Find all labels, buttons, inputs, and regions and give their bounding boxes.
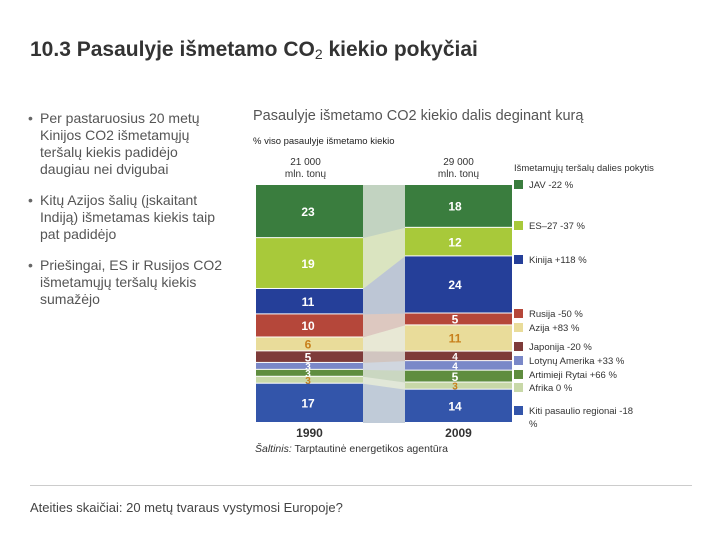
bar-segment: [405, 351, 512, 361]
connector-band: [363, 369, 405, 383]
bar-segment: [256, 362, 363, 369]
data-label: 23: [301, 205, 315, 219]
x-tick-label: 1990: [296, 426, 323, 440]
data-label: 5: [452, 370, 459, 384]
bar-segment: [256, 383, 363, 422]
data-label: 24: [448, 278, 462, 292]
connector-band: [363, 361, 405, 371]
bar-segment: [405, 227, 512, 256]
bullet-2: Kitų Azijos šalių (įskaitant Indiją) išm…: [28, 192, 230, 243]
legend-swatch: [514, 383, 523, 392]
data-label: 4: [452, 361, 458, 372]
bar-segment: [405, 325, 512, 351]
connector-band: [363, 376, 405, 390]
data-label: 3: [452, 382, 458, 393]
bar-segment: [256, 351, 363, 362]
legend-label: %: [529, 419, 538, 430]
slide-title: 10.3 Pasaulyje išmetamo CO2 kiekio pokyč…: [30, 38, 478, 62]
legend-swatch: [514, 370, 523, 379]
legend-swatch: [514, 180, 523, 189]
chart-subtitle: % viso pasaulyje išmetamo kiekio: [253, 136, 395, 147]
legend-label: Rusija -50 %: [529, 309, 583, 320]
connector-band: [363, 351, 405, 363]
legend-label: Japonija -20 %: [529, 342, 592, 353]
data-label: 12: [448, 235, 462, 249]
bar-segment: [256, 185, 363, 238]
legend-label: Azija +83 %: [529, 323, 580, 334]
data-label: 5: [452, 313, 459, 327]
bar-segment: [405, 382, 512, 389]
bar-segment: [405, 389, 512, 422]
bullet-3: Priešingai, ES ir Rusijos CO2 išmetamųjų…: [28, 257, 230, 308]
legend-label: Lotynų Amerika +33 %: [529, 356, 625, 367]
legend-swatch: [514, 221, 523, 230]
data-label: 5: [305, 350, 312, 364]
chart-source: Šaltinis: Tarptautinė energetikos agentū…: [255, 443, 449, 455]
legend-label: Kinija +118 %: [529, 255, 587, 266]
legend-swatch: [514, 323, 523, 332]
x-tick-label: 2009: [445, 426, 472, 440]
bullet-list: Per pastaruosius 20 metų Kinijos CO2 išm…: [28, 110, 230, 322]
data-label: 3: [305, 369, 311, 380]
bar-segment: [405, 361, 512, 370]
bar-segment: [405, 256, 512, 313]
legend-swatch: [514, 406, 523, 415]
bar-segment: [256, 369, 363, 376]
data-label: 3: [305, 376, 311, 387]
data-label: 19: [301, 257, 315, 271]
bullet-1: Per pastaruosius 20 metų Kinijos CO2 išm…: [28, 110, 230, 178]
bar-total-label: mln. tonų: [285, 169, 327, 180]
bar-segment: [256, 238, 363, 288]
data-label: 11: [449, 332, 462, 346]
connector-band: [363, 325, 405, 352]
connector-background: [363, 185, 405, 423]
legend-swatch: [514, 342, 523, 351]
legend-label: Afrika 0 %: [529, 383, 573, 394]
chart-title: Pasaulyje išmetamo CO2 kiekio dalis degi…: [253, 108, 584, 124]
footer-divider: [30, 485, 692, 486]
connector-band: [363, 185, 405, 239]
data-label: 10: [301, 319, 315, 333]
bar-segment: [256, 337, 363, 351]
bar-total-label: 21 000: [290, 157, 321, 168]
legend-swatch: [514, 255, 523, 264]
data-label: 4: [452, 352, 458, 363]
bar-segment: [405, 313, 512, 325]
data-label: 17: [301, 397, 315, 411]
legend-label: JAV -22 %: [529, 180, 574, 191]
connector-band: [363, 383, 405, 423]
connector-band: [363, 256, 405, 315]
data-label: 14: [448, 400, 462, 414]
bar-segment: [405, 185, 512, 227]
legend-swatch: [514, 309, 523, 318]
footer-text: Ateities skaičiai: 20 metų tvaraus vysty…: [30, 500, 343, 515]
data-label: 11: [302, 295, 315, 309]
legend-title: Išmetamųjų teršalų dalies pokytis: [514, 163, 654, 174]
connector-band: [363, 227, 405, 289]
legend-swatch: [514, 356, 523, 365]
bar-segment: [256, 314, 363, 337]
bar-total-label: 29 000: [443, 157, 474, 168]
bar-total-label: mln. tonų: [438, 169, 480, 180]
data-label: 6: [305, 338, 312, 352]
legend-label: ES–27 -37 %: [529, 221, 586, 232]
connector-band: [363, 313, 405, 338]
data-label: 3: [305, 362, 311, 373]
legend-label: Artimieji Rytai +66 %: [529, 370, 617, 381]
data-label: 18: [448, 200, 462, 214]
bar-segment: [256, 376, 363, 383]
legend-label: Kiti pasaulio regionai -18: [529, 406, 633, 417]
bar-segment: [256, 288, 363, 314]
bar-segment: [405, 370, 512, 382]
